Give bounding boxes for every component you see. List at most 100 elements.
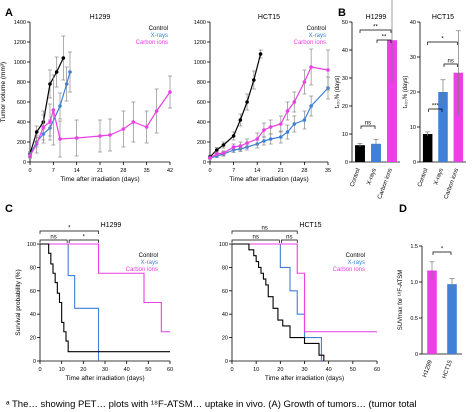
b-hct15-bar-1	[438, 92, 448, 162]
b-hct15-y-tick-label: 30	[410, 55, 416, 61]
a-h1299-point	[121, 127, 126, 131]
a-h1299-legend-2: Carbon ions	[136, 40, 168, 46]
a-hct15-series-line	[209, 66, 329, 159]
c-h1299-legend-1: X-rays	[141, 260, 158, 266]
a-h1299-point	[98, 134, 102, 138]
b-h1299-y-label: t₄₀₀% (days)	[335, 76, 341, 109]
a-h1299-point	[68, 70, 72, 74]
c-hct15-significance-bracket	[231, 230, 298, 234]
c-h1299-survival-curve	[40, 243, 170, 333]
c-h1299-y-tick-label: 0	[33, 359, 36, 365]
a-hct15-point	[268, 125, 273, 129]
panel-letter-d: D	[399, 203, 407, 215]
a-h1299-point	[48, 82, 52, 86]
a-hct15-point	[231, 145, 236, 149]
panel-letter-c: C	[5, 203, 13, 215]
c-h1299-x-tick-label: 40	[124, 367, 130, 373]
b-hct15-significance-bracket	[427, 41, 458, 45]
c-h1299-significance-label: *	[83, 235, 86, 241]
c-hct15-x-tick-label: 50	[350, 367, 356, 373]
c-h1299-significance-bracket	[39, 239, 68, 243]
b-h1299-y-tick-label: 40	[342, 48, 348, 54]
d-suv-category-label-0: H1299	[422, 359, 434, 378]
a-h1299-point	[58, 137, 62, 141]
a-hct15-point	[285, 109, 290, 113]
a-h1299-point	[154, 109, 159, 113]
d-suv-bar-0	[427, 270, 437, 354]
a-h1299-y-label: Tumor volume (mm³)	[0, 62, 7, 122]
b-hct15-significance-label: ***	[432, 104, 440, 110]
panel-letter-a: A	[5, 7, 13, 19]
a-h1299-point	[64, 82, 69, 86]
a-h1299-point	[131, 120, 136, 124]
a-hct15-x-tick-label: 7	[232, 168, 235, 174]
c-h1299-x-tick-label: 60	[167, 367, 173, 373]
a-h1299-point	[74, 136, 79, 140]
b-hct15-bar-2	[453, 72, 464, 162]
c-h1299-y-label: Survival probability (%)	[15, 269, 22, 335]
a-h1299-series-line	[29, 57, 64, 155]
a-h1299-y-tick-label: 200	[17, 140, 26, 146]
a-hct15-point	[326, 68, 330, 72]
b-h1299-significance-bracket	[360, 125, 376, 129]
c-h1299-significance-label: ns	[50, 235, 56, 241]
a-hct15-point	[309, 65, 313, 69]
a-h1299-point	[108, 133, 112, 137]
c-hct15-x-label: Time after irradiation (days)	[265, 375, 344, 382]
a-hct15-point	[258, 52, 263, 56]
a-h1299-point	[34, 142, 39, 146]
c-h1299-x-label: Time after irradiation (days)	[65, 375, 144, 382]
b-h1299-y-tick-label: 50	[342, 20, 348, 26]
b-h1299-bar-2	[387, 40, 397, 163]
c-h1299-y-tick-label: 100	[27, 242, 36, 248]
a-h1299-y-tick-label: 1200	[14, 40, 26, 46]
c-h1299-survival-curve	[40, 243, 170, 353]
b-h1299-category-label-2: Carbon ions	[377, 168, 394, 200]
b-h1299-significance-label: ns	[365, 121, 371, 127]
a-hct15-point	[255, 137, 259, 141]
a-hct15-point	[262, 139, 266, 143]
c-h1299-x-tick-label: 50	[145, 367, 151, 373]
b-hct15-y-tick-label: 40	[410, 20, 416, 26]
c-h1299-y-tick-label: 80	[30, 265, 36, 271]
a-hct15-x-tick-label: 28	[301, 168, 307, 174]
b-hct15-title: HCT15	[432, 14, 454, 21]
a-hct15-point	[302, 118, 307, 122]
c-h1299-significance-bracket	[39, 230, 99, 234]
b-h1299-significance-bracket	[376, 39, 392, 43]
a-hct15-point	[214, 148, 219, 152]
b-h1299-y-tick-label: 10	[342, 132, 348, 138]
a-hct15-x-label: Time after irradiation (days)	[229, 176, 308, 183]
c-hct15-significance-bracket	[280, 239, 298, 243]
a-h1299-y-tick-label: 400	[17, 120, 26, 126]
a-hct15-point	[221, 143, 226, 147]
b-hct15-significance-bracket	[443, 63, 458, 67]
c-h1299-x-tick-label: 20	[80, 367, 86, 373]
d-suv-significance-label: *	[441, 247, 444, 253]
c-h1299-x-tick-label: 10	[59, 367, 65, 373]
c-h1299-x-tick-label: 30	[102, 367, 108, 373]
a-hct15-point	[292, 100, 297, 104]
c-hct15-legend-1: X-rays	[348, 260, 365, 266]
c-hct15-x-tick-label: 30	[301, 367, 307, 373]
a-h1299-point	[41, 125, 46, 129]
c-h1299-survival-curve	[40, 243, 100, 361]
a-h1299-x-tick-label: 35	[144, 168, 150, 174]
a-hct15-legend-2: Carbon ions	[294, 40, 326, 46]
c-h1299-significance-label: *	[68, 226, 71, 232]
c-hct15-x-tick-label: 60	[374, 367, 380, 373]
a-h1299-legend-0: Control	[149, 26, 168, 32]
a-hct15-point	[252, 78, 256, 82]
a-hct15-point	[238, 118, 243, 122]
b-hct15-y-tick-label: 0	[413, 160, 416, 166]
c-hct15-significance-label: ns	[286, 235, 292, 241]
a-hct15-point	[245, 141, 249, 145]
panel-letter-b: B	[338, 7, 346, 19]
a-hct15-y-tick-label: 400	[197, 120, 206, 126]
a-h1299-y-tick-label: 600	[17, 100, 26, 106]
b-hct15-y-tick-label: 20	[410, 90, 416, 96]
a-h1299-point	[144, 125, 149, 129]
a-hct15-y-tick-label: 200	[197, 140, 206, 146]
a-h1299-point	[51, 108, 56, 112]
